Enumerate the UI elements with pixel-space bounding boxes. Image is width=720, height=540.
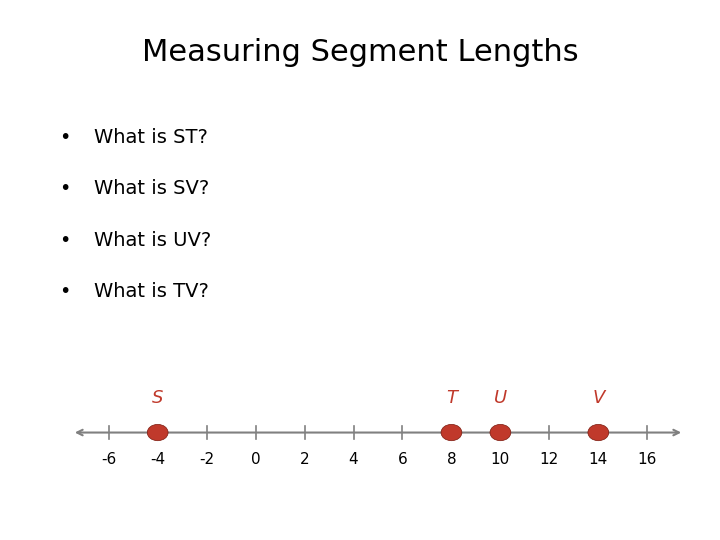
Text: What is ST?: What is ST? [94,128,207,147]
Text: 16: 16 [638,452,657,467]
Text: Measuring Segment Lengths: Measuring Segment Lengths [142,38,578,67]
Text: V: V [592,389,605,407]
Text: What is TV?: What is TV? [94,282,209,301]
Text: 0: 0 [251,452,261,467]
Text: 4: 4 [348,452,359,467]
Ellipse shape [148,424,168,441]
Text: 12: 12 [540,452,559,467]
Text: T: T [446,389,457,407]
Ellipse shape [588,424,608,441]
Ellipse shape [441,424,462,441]
Text: S: S [152,389,163,407]
Text: 14: 14 [589,452,608,467]
Text: •: • [59,231,71,250]
Text: -2: -2 [199,452,215,467]
Text: -4: -4 [150,452,166,467]
Text: What is UV?: What is UV? [94,231,211,250]
Text: 8: 8 [446,452,456,467]
Text: •: • [59,179,71,199]
Text: What is SV?: What is SV? [94,179,209,199]
Text: U: U [494,389,507,407]
Text: •: • [59,128,71,147]
Text: 2: 2 [300,452,310,467]
Text: 10: 10 [491,452,510,467]
Text: 6: 6 [397,452,408,467]
Text: •: • [59,282,71,301]
Ellipse shape [490,424,510,441]
Text: -6: -6 [101,452,117,467]
